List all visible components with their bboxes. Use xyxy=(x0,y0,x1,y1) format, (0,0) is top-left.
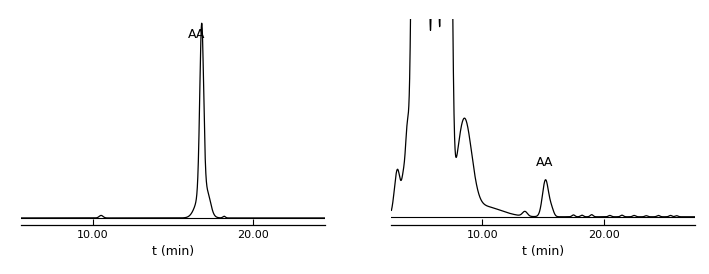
X-axis label: t (min): t (min) xyxy=(152,245,194,258)
Text: AA: AA xyxy=(535,156,553,169)
X-axis label: t (min): t (min) xyxy=(522,245,564,258)
Text: AA: AA xyxy=(188,28,206,41)
